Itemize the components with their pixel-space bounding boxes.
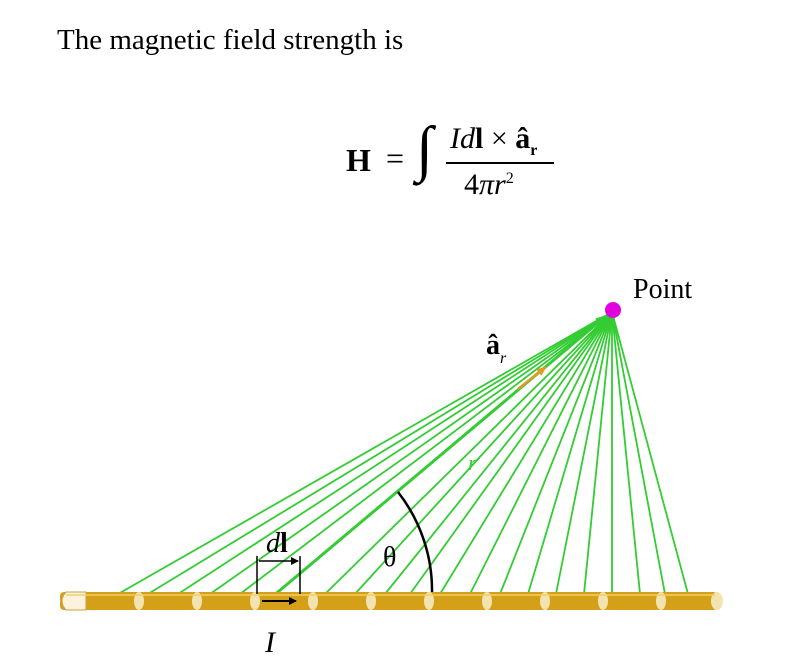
field-lines (117, 311, 689, 595)
field-line (469, 311, 613, 595)
field-line (409, 311, 613, 595)
wire-joint (482, 592, 492, 610)
numerator-times: × (483, 122, 516, 155)
wire-joint (540, 592, 550, 610)
unit-vector-symbol: â (486, 330, 500, 361)
numerator-d: d (460, 122, 475, 155)
wire-joint (192, 592, 202, 610)
field-line (611, 311, 666, 595)
dl-element-marker (256, 556, 301, 605)
field-line (611, 311, 689, 595)
field-line (499, 311, 613, 595)
wire-joint (656, 592, 666, 610)
wire-joint (424, 592, 434, 610)
denominator-r: r (494, 168, 506, 201)
equation-numerator: Idl × âr (450, 122, 537, 160)
current-label: I (264, 626, 277, 659)
dl-label-d: d (266, 528, 281, 559)
wire-joint (598, 592, 608, 610)
biot-savart-equation: H = ∫ Idl × âr 4πr2 (346, 118, 576, 218)
numerator-l: l (475, 122, 484, 155)
field-line (177, 311, 613, 595)
unit-vector-subscript: r (500, 350, 507, 367)
wire-joint (134, 592, 144, 610)
wire-joint (250, 592, 260, 610)
dl-label-l: l (280, 528, 288, 559)
field-line (324, 311, 613, 595)
theta-arc (397, 491, 434, 595)
field-line (439, 311, 613, 595)
field-line (209, 311, 613, 595)
numerator-current: I (450, 122, 460, 155)
point-label: Point (633, 274, 692, 305)
field-line (239, 311, 613, 595)
integral-sign: ∫ (416, 115, 433, 183)
intro-text: The magnetic field strength is (57, 24, 404, 56)
r-vector (271, 314, 608, 599)
field-line (555, 311, 613, 595)
field-line (354, 311, 613, 595)
wire-joint (308, 592, 318, 610)
wire-right-end (711, 592, 723, 610)
distance-label: r (468, 450, 477, 475)
field-point (605, 302, 621, 318)
field-line (583, 311, 613, 595)
field-line (384, 311, 613, 595)
angle-label: θ (383, 542, 396, 573)
field-line (527, 311, 613, 595)
equation-lhs-H: H (346, 142, 371, 178)
current-wire (60, 591, 723, 611)
numerator-unit-vector-sub: r (530, 142, 538, 159)
dl-label: dl (266, 528, 288, 559)
wire-joint (366, 592, 376, 610)
equation-equals: = (386, 140, 405, 176)
numerator-unit-vector: â (515, 122, 531, 155)
unit-vector-label: âr (486, 330, 507, 367)
wire-left-end (61, 591, 87, 611)
wire-body (60, 592, 718, 610)
denominator-pi: π (479, 168, 495, 201)
field-line (147, 311, 613, 595)
field-line (117, 311, 613, 595)
unit-vector-arrow (517, 366, 547, 390)
denominator-coef: 4 (464, 168, 479, 201)
field-line (611, 311, 641, 595)
fraction-bar (446, 162, 554, 164)
denominator-exp: 2 (505, 170, 514, 187)
equation-denominator: 4πr2 (464, 168, 514, 202)
